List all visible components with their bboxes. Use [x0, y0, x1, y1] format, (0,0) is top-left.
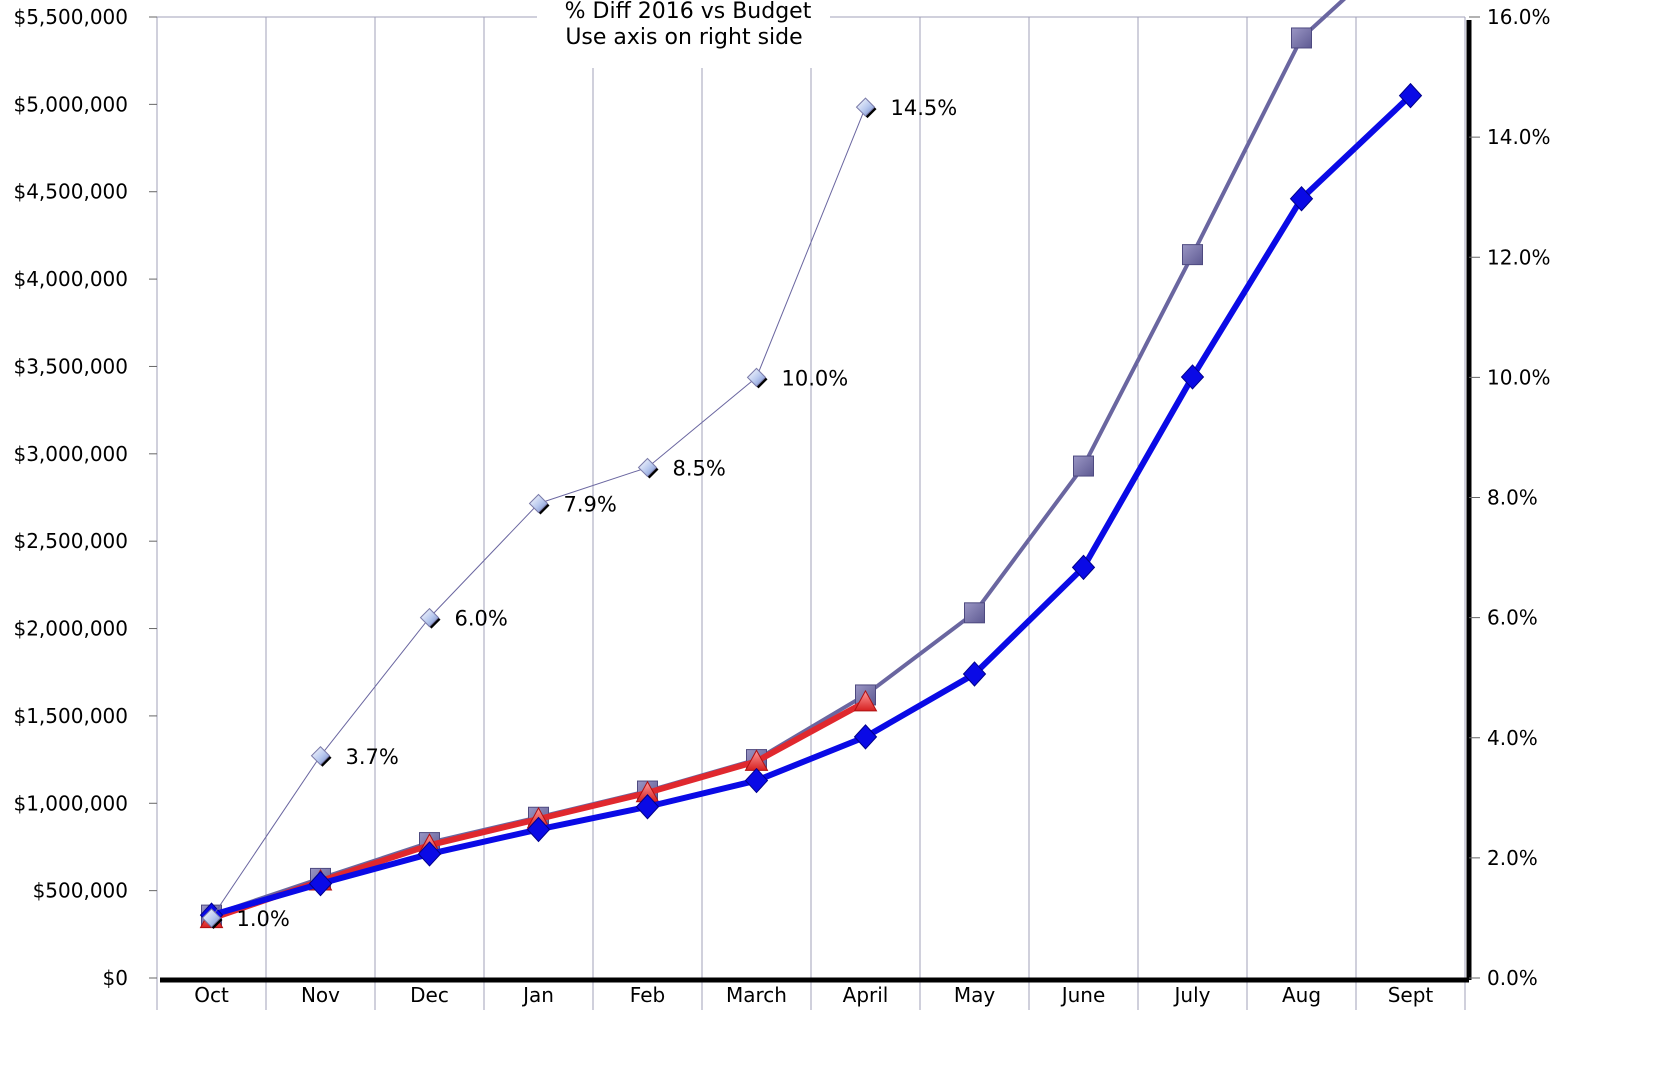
left-axis-tick-label: $4,500,000 — [13, 180, 128, 204]
left-axis-tick-label: $1,000,000 — [13, 791, 128, 815]
series-layer — [199, 0, 1423, 929]
diamond-marker — [201, 908, 222, 928]
diamond-marker — [528, 493, 549, 514]
diamond-marker — [308, 870, 333, 897]
x-axis-tick-label: Aug — [1282, 983, 1321, 1007]
left-axis-tick-label: $2,500,000 — [13, 529, 128, 553]
diamond-marker — [746, 367, 767, 388]
right-axis-tick-label: 8.0% — [1487, 486, 1538, 510]
right-axis-tick-label: 0.0% — [1487, 966, 1538, 990]
axes: $0 $500,000 $1,000,000 $1,500,000 $2,000,000… — [13, 5, 1550, 1007]
grid — [156, 16, 1466, 1010]
left-axis-tick-label: $3,000,000 — [13, 442, 128, 466]
x-axis-tick-label: May — [954, 983, 996, 1007]
square-marker — [1182, 244, 1203, 266]
diamond-marker — [855, 97, 876, 117]
x-axis-tick-label: June — [1060, 983, 1106, 1007]
square-marker — [1073, 455, 1094, 477]
diamond-marker — [419, 607, 440, 628]
data-label: 6.0% — [455, 607, 508, 631]
diamond-marker — [1289, 185, 1314, 212]
right-axis-tick-label: 4.0% — [1487, 726, 1538, 750]
series-line — [210, 93, 1413, 918]
diamond-marker — [635, 794, 660, 820]
right-axis-tick-label: 16.0% — [1487, 5, 1551, 29]
left-axis-tick-label: $0 — [103, 966, 128, 990]
data-label: 10.0% — [782, 366, 849, 390]
series-line-3 — [201, 97, 877, 929]
x-axis-tick-label: Sept — [1388, 983, 1434, 1007]
left-axis-tick-label: $1,500,000 — [13, 704, 128, 728]
x-axis-tick-label: Nov — [301, 983, 340, 1007]
x-axis-tick-label: Jan — [521, 983, 554, 1007]
right-axis-tick-label: 10.0% — [1487, 365, 1551, 389]
diamond-marker — [637, 457, 658, 478]
x-axis-tick-label: Oct — [194, 983, 229, 1007]
data-label: 3.7% — [346, 745, 399, 769]
diamond-marker — [417, 841, 442, 867]
diamond-marker — [1398, 82, 1423, 109]
right-axis-tick-label: 2.0% — [1487, 846, 1538, 870]
annotation-box: % Diff 2016 vs Budget Use axis on right … — [537, 0, 830, 68]
right-axis-tick-label: 12.0% — [1487, 245, 1551, 269]
diamond-marker — [1180, 364, 1205, 390]
data-label: 7.9% — [564, 493, 617, 517]
x-axis-tick-label: April — [843, 983, 889, 1007]
left-axis-tick-label: $3,500,000 — [13, 354, 128, 378]
annotation-line-1: % Diff 2016 vs Budget — [565, 0, 812, 24]
x-axis-tick-label: July — [1173, 983, 1211, 1007]
left-axis-tick-label: $4,000,000 — [13, 267, 128, 291]
left-axis-tick-label: $5,000,000 — [13, 92, 128, 116]
diamond-marker — [526, 816, 551, 843]
diamond-marker — [744, 767, 769, 794]
diamond-marker — [962, 661, 987, 687]
x-axis-tick-label: Dec — [410, 983, 449, 1007]
data-labels: 1.0% 3.7% 6.0% 7.9% 8.5% 10.0% 14.5% — [237, 96, 958, 931]
data-label: 8.5% — [673, 456, 726, 480]
diamond-marker — [853, 724, 878, 750]
annotation-background — [537, 0, 830, 68]
left-axis-tick-label: $2,000,000 — [13, 617, 128, 641]
left-axis-tick-label: $5,500,000 — [13, 5, 128, 29]
x-axis-tick-label: March — [726, 983, 787, 1007]
data-label: 14.5% — [891, 96, 958, 120]
square-marker — [1291, 27, 1312, 49]
diamond-marker — [1071, 554, 1096, 581]
x-axis-tick-label: Feb — [630, 983, 665, 1007]
data-label: 1.0% — [237, 907, 290, 931]
right-axis-tick-label: 14.0% — [1487, 125, 1551, 149]
triangle-marker — [853, 689, 878, 712]
right-axis-tick-label: 6.0% — [1487, 606, 1538, 630]
diamond-marker — [310, 746, 331, 766]
square-marker — [964, 602, 985, 624]
annotation-line-2: Use axis on right side — [565, 25, 802, 50]
series-line-2 — [199, 82, 1423, 928]
left-axis-tick-label: $500,000 — [33, 879, 128, 903]
